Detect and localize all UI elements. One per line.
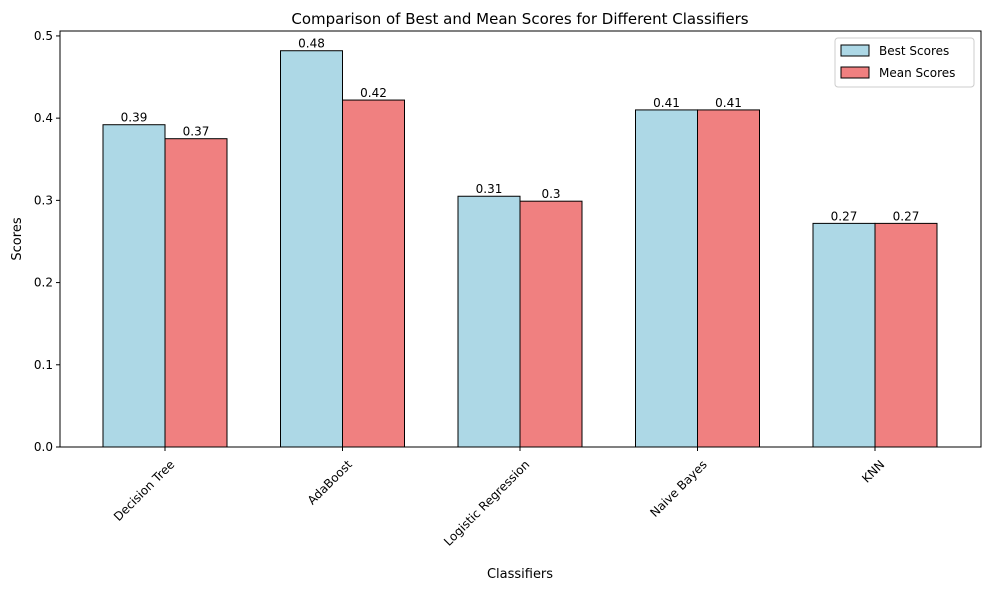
bars-layer: 0.39 0.37 0.48 0.42 0.31 0.3 0.41 0.41 0.27 0.27	[102, 37, 938, 448]
legend-label-best-scores: Best Scores	[879, 44, 949, 58]
legend-swatch-best-scores	[840, 44, 870, 57]
data-label-best-scores-naive-bayes: 0.41	[653, 96, 680, 110]
data-label-best-scores-decision-tree: 0.39	[121, 111, 148, 125]
y-axis-label: Scores	[10, 217, 25, 260]
x-axis-label: Classifiers	[487, 567, 553, 582]
data-label-best-scores-logistic-regression: 0.31	[476, 182, 503, 196]
data-label-mean-scores-decision-tree: 0.37	[183, 125, 210, 139]
data-label-mean-scores-naive-bayes: 0.41	[715, 96, 742, 110]
data-label-best-scores-adaboost: 0.48	[298, 37, 325, 51]
bar-mean-scores-adaboost	[342, 99, 405, 448]
x-tick-label: KNN	[859, 457, 887, 485]
bar-best-scores-naive-bayes	[635, 109, 698, 448]
bar-best-scores-knn	[812, 222, 876, 448]
y-tick-label: 0.0	[34, 440, 53, 454]
data-label-mean-scores-logistic-regression: 0.3	[541, 187, 560, 201]
x-tick-label: Naive Bayes	[647, 457, 709, 519]
bar-best-scores-logistic-regression	[457, 195, 521, 448]
legend-label-mean-scores: Mean Scores	[879, 66, 955, 80]
y-tick-label: 0.4	[34, 111, 53, 125]
bar-mean-scores-knn	[874, 222, 938, 448]
bar-mean-scores-naive-bayes	[697, 109, 760, 448]
data-label-mean-scores-knn: 0.27	[893, 209, 920, 223]
legend: Best Scores Mean Scores	[834, 37, 975, 88]
chart-title: Comparison of Best and Mean Scores for D…	[291, 10, 748, 28]
x-tick-label: Logistic Regression	[441, 457, 532, 548]
x-tick-label: Decision Tree	[111, 457, 177, 523]
bar-mean-scores-logistic-regression	[519, 200, 583, 448]
data-label-mean-scores-adaboost: 0.42	[360, 86, 387, 100]
bar-best-scores-decision-tree	[102, 124, 166, 448]
bar-best-scores-adaboost	[280, 50, 343, 448]
y-tick-label: 0.1	[34, 358, 53, 372]
bar-mean-scores-decision-tree	[164, 138, 228, 448]
legend-swatch-mean-scores	[840, 66, 870, 79]
y-tick-label: 0.3	[34, 193, 53, 207]
legend-box	[834, 37, 975, 88]
plot-frame	[59, 30, 982, 448]
x-tick-label: AdaBoost	[305, 457, 355, 507]
y-tick-label: 0.5	[34, 29, 53, 43]
y-tick-label: 0.2	[34, 276, 53, 290]
data-label-best-scores-knn: 0.27	[831, 209, 858, 223]
